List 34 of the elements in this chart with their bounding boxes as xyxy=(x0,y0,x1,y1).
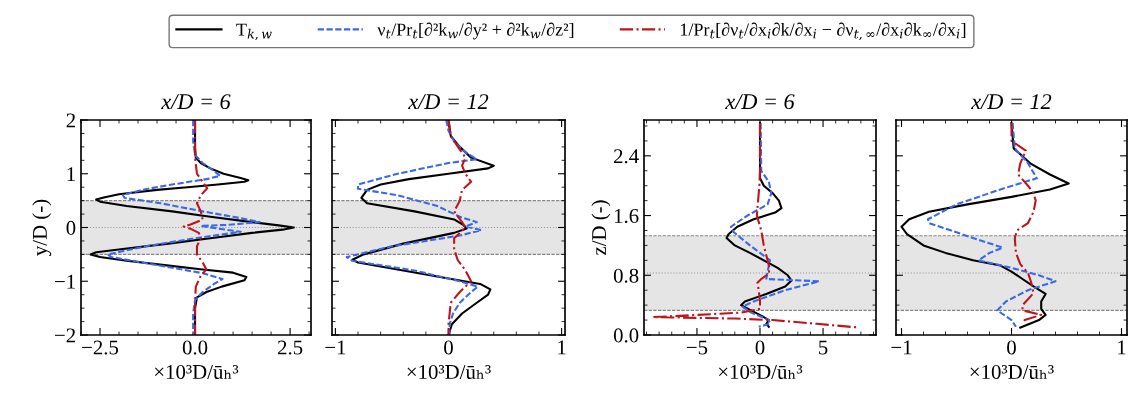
x-tick-label: 5 xyxy=(819,340,828,355)
y-tick-label: 2 xyxy=(66,113,75,128)
x-axis-title: ×10³D/ūₕ³ xyxy=(970,364,1054,379)
y-tick-label: 2.4 xyxy=(614,149,639,164)
x-tick-label: −1 xyxy=(325,340,346,355)
x-tick-label: 1 xyxy=(558,340,566,355)
legend-label: T$_{k,w}$ xyxy=(236,23,272,41)
y-tick-label: −1 xyxy=(55,274,75,289)
x-axis-title: ×10³D/ūₕ³ xyxy=(407,364,491,379)
y-tick-label: −2 xyxy=(55,328,75,343)
text: ν$_{t}$/Pr$_{t}$[∂²k$_{w}$/∂y² + ∂²k$_{w}$/∂z²] xyxy=(377,22,574,40)
x-tick-label: −1 xyxy=(891,340,912,355)
x-tick-label: −2.5 xyxy=(82,340,119,355)
y-axis-title: y/D (-) xyxy=(32,199,52,256)
x-tick-label: −5 xyxy=(686,340,708,355)
y-tick-label: 1.6 xyxy=(614,208,639,224)
x-tick-label: 0 xyxy=(444,340,453,355)
chart-title: x/D = 12 xyxy=(408,94,489,110)
chart-title: x/D = 6 xyxy=(725,94,795,110)
x-tick-label: 0.0 xyxy=(182,340,208,355)
chart-title: x/D = 6 xyxy=(161,94,231,110)
y-tick-label: 1 xyxy=(67,167,75,181)
y-axis-title: z/D (-) xyxy=(591,200,611,255)
x-tick-label: 0 xyxy=(1007,340,1016,355)
y-tick-label: 0.8 xyxy=(613,268,639,283)
chart-title: x/D = 12 xyxy=(971,94,1052,110)
x-tick-label: 1 xyxy=(1118,340,1126,355)
y-tick-label: 0 xyxy=(66,220,76,235)
x-tick-label: 0 xyxy=(755,340,765,355)
x-tick-label: 2.5 xyxy=(277,340,303,355)
x-axis-title: ×10³D/ūₕ³ xyxy=(718,364,803,379)
y-tick-label: 0.0 xyxy=(613,328,639,343)
text: 1/Pr$_{t}$[∂ν$_{t}$/∂x$_{i}$∂k/∂x$_{i}$ − ∂ν$_{t,∞}$/∂x$_{i}$∂k$_{∞}$/∂x$_{i}$] xyxy=(680,22,966,41)
x-axis-title: ×10³D/ūₕ³ xyxy=(154,364,239,379)
